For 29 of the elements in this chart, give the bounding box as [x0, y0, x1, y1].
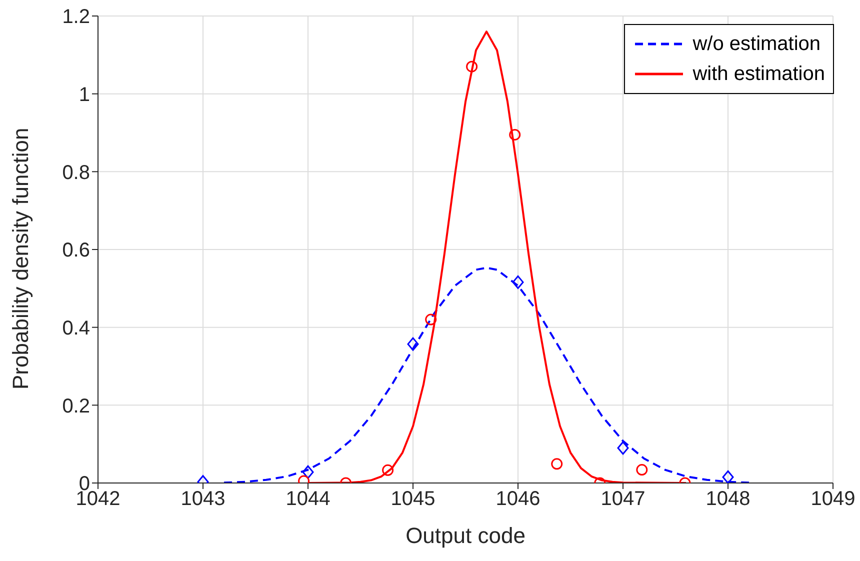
x-tick-label: 1043: [180, 488, 226, 510]
y-tick-label: 0.4: [62, 317, 90, 340]
x-tick-label: 1044: [286, 488, 330, 510]
x-tick-label: 1047: [600, 488, 646, 510]
point: [551, 458, 563, 470]
point: [425, 314, 437, 326]
x-tick-label: 1048: [706, 488, 750, 510]
x-tick-label: 1049: [810, 488, 856, 510]
y-tick-label: 0.2: [62, 395, 90, 418]
y-tick-label: 1.2: [62, 6, 90, 28]
legend-label: w/o estimation: [692, 32, 821, 57]
point: [617, 441, 629, 455]
x-tick-label: 1046: [496, 488, 540, 510]
y-tick-label: 0.8: [62, 162, 90, 184]
point: [512, 275, 524, 289]
legend-label: with estimation: [692, 62, 825, 87]
y-tick-label: 0.6: [62, 240, 90, 262]
y-axis-title: Probability density function: [8, 128, 33, 390]
point: [407, 337, 419, 351]
point: [466, 60, 478, 72]
line-series: [223, 266, 750, 483]
point: [302, 465, 314, 479]
point: [382, 464, 394, 476]
point: [722, 470, 734, 483]
y-tick-label: 1: [78, 84, 90, 106]
x-axis-title: Output code: [406, 523, 526, 548]
point: [636, 464, 648, 476]
x-tick-label: 1045: [390, 488, 436, 510]
point: [509, 128, 521, 140]
